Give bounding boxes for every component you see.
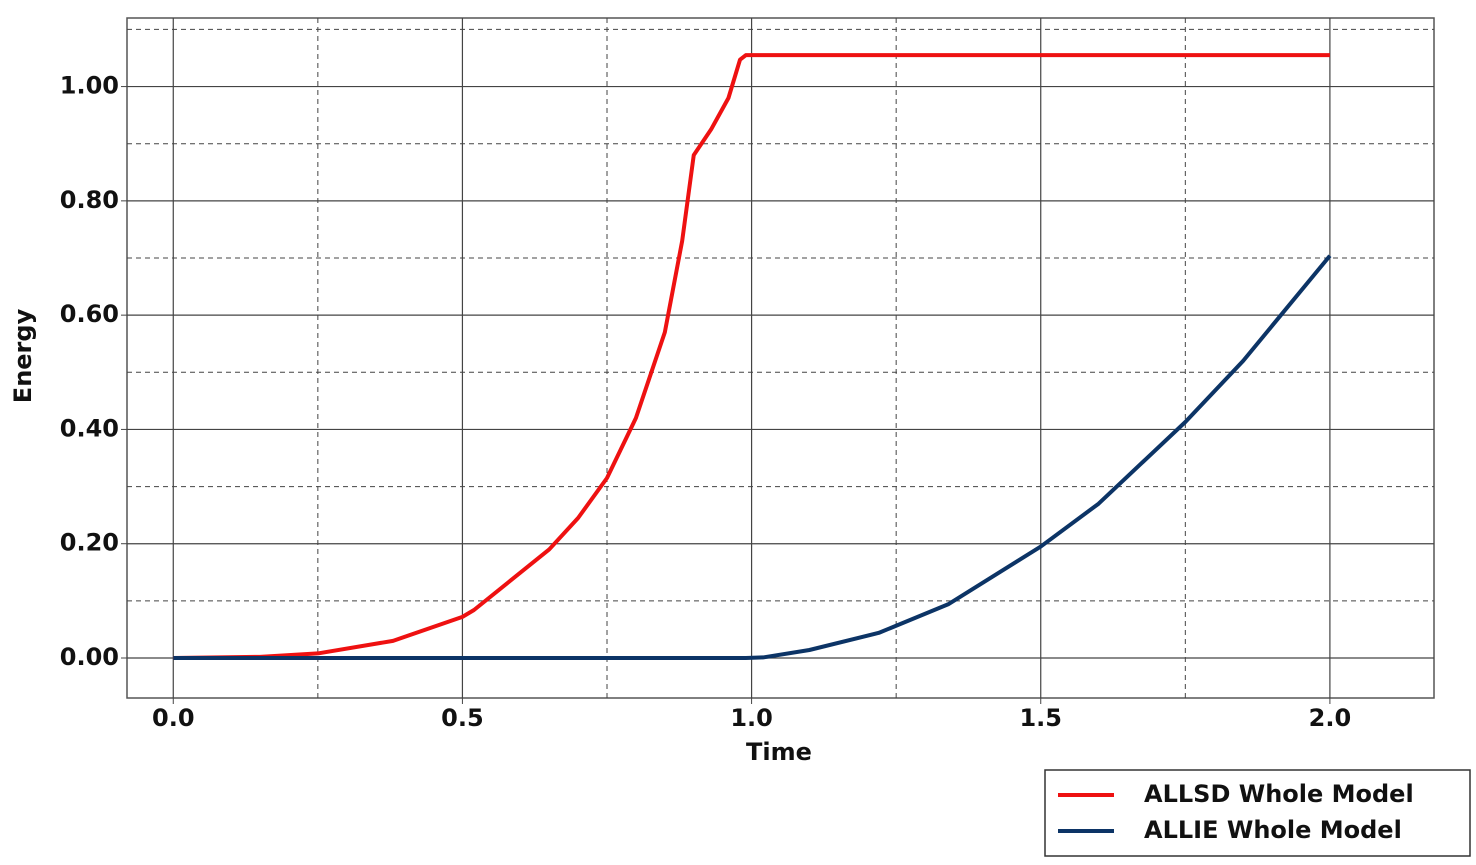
x-tick-label: 0.0: [152, 704, 195, 732]
y-tick-label: 0.60: [60, 300, 119, 328]
legend-label: ALLSD Whole Model: [1144, 780, 1414, 808]
y-tick-label: 1.00: [60, 72, 119, 100]
x-tick-label: 2.0: [1309, 704, 1352, 732]
plot-area: [126, 17, 1435, 699]
grid: [127, 18, 1434, 698]
y-tick-label: 0.00: [60, 643, 119, 671]
legend-box: [1044, 769, 1471, 857]
y-tick-label: 0.80: [60, 186, 119, 214]
series-line: [173, 254, 1332, 660]
series-line: [173, 53, 1330, 660]
x-axis-label: Time: [746, 738, 812, 766]
legend-label: ALLIE Whole Model: [1144, 816, 1402, 844]
y-axis-label: Energy: [9, 308, 37, 403]
x-tick-label: 1.0: [730, 704, 773, 732]
x-tick-label: 1.5: [1019, 704, 1062, 732]
x-tick-label: 0.5: [441, 704, 484, 732]
y-tick-label: 0.20: [60, 529, 119, 557]
y-tick-label: 0.40: [60, 414, 119, 442]
legend: ALLSD Whole Model ALLIE Whole Model: [1044, 769, 1471, 857]
